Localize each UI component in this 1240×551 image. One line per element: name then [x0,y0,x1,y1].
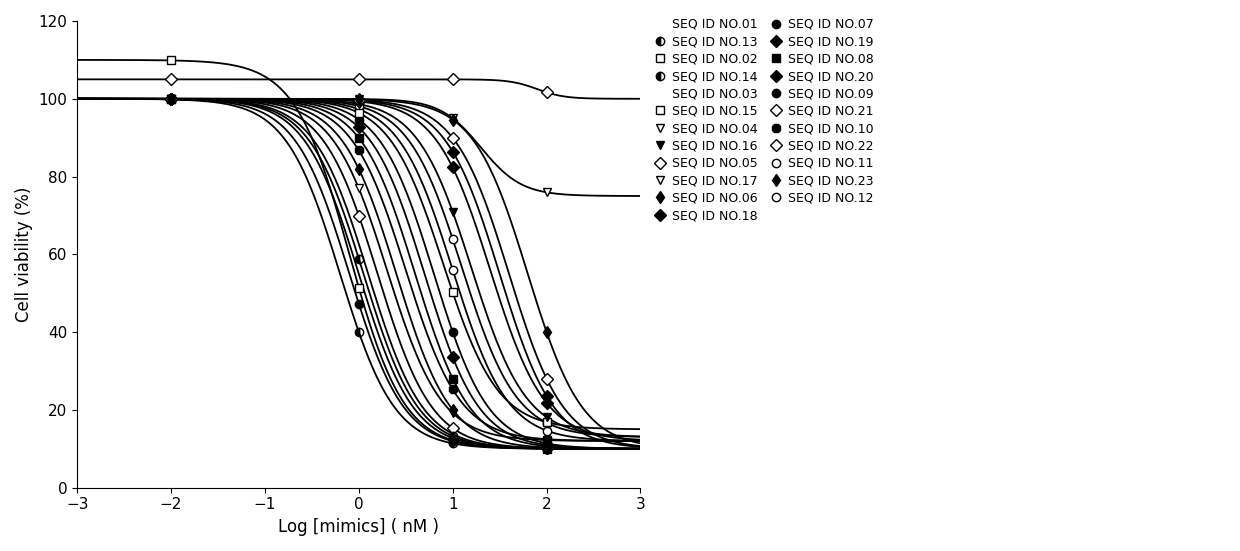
Y-axis label: Cell viability (%): Cell viability (%) [15,187,33,322]
Legend: SEQ ID NO.01, SEQ ID NO.13, SEQ ID NO.02, SEQ ID NO.14, SEQ ID NO.03, SEQ ID NO.: SEQ ID NO.01, SEQ ID NO.13, SEQ ID NO.02… [652,18,874,222]
X-axis label: Log [mimics] ( nM ): Log [mimics] ( nM ) [278,518,439,536]
